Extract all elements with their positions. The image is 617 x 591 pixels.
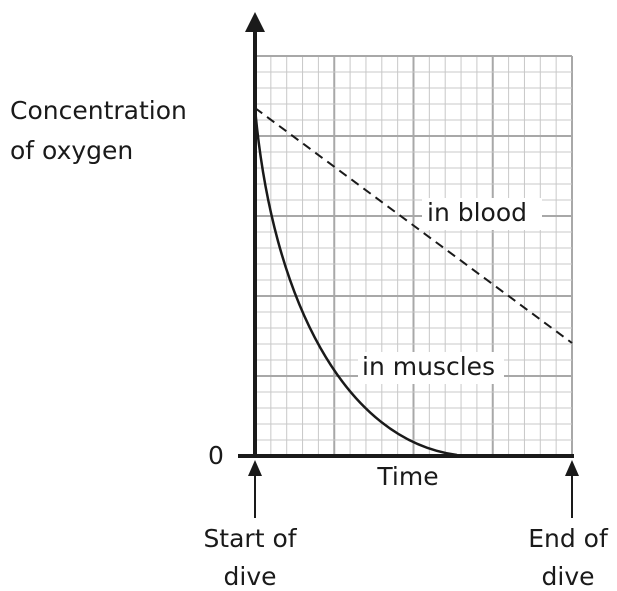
end-label: End of bbox=[528, 524, 609, 553]
origin-label: 0 bbox=[208, 441, 224, 470]
muscles-curve bbox=[253, 107, 458, 457]
grid bbox=[254, 55, 573, 457]
end-arrowhead bbox=[565, 460, 579, 476]
start-label: Start of bbox=[203, 524, 297, 553]
y-axis-arrow bbox=[245, 12, 265, 32]
muscles-label: in muscles bbox=[362, 352, 495, 381]
label-bg bbox=[422, 198, 542, 230]
blood-line bbox=[254, 107, 573, 344]
y-axis-label: Concentration bbox=[10, 96, 187, 125]
start-arrowhead bbox=[248, 460, 262, 476]
label-bg bbox=[358, 352, 504, 384]
end-label: dive bbox=[542, 562, 595, 591]
x-axis-label: Time bbox=[376, 462, 438, 491]
start-label: dive bbox=[224, 562, 277, 591]
y-axis-label: of oxygen bbox=[10, 136, 133, 165]
blood-label: in blood bbox=[427, 198, 527, 227]
